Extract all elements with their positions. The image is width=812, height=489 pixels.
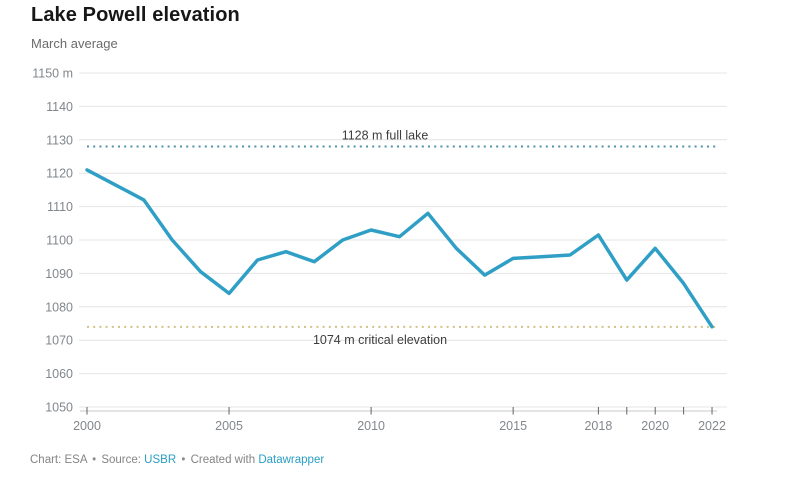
- chart-header: Lake Powell elevation March average: [31, 4, 240, 51]
- y-axis-label: 1120: [46, 167, 73, 181]
- x-axis-label: 2022: [698, 419, 726, 433]
- footer-created-label: Created with: [190, 454, 256, 466]
- y-axis-label: 1150 m: [32, 67, 73, 81]
- footer-separator: •: [92, 454, 97, 466]
- y-axis-label: 1140: [46, 100, 73, 114]
- elevation-line: [85, 168, 714, 329]
- y-axis-label: 1130: [46, 133, 73, 147]
- footer-separator: •: [181, 454, 186, 466]
- y-axis-label: 1080: [45, 300, 73, 314]
- footer-source-label: Source:: [101, 454, 141, 466]
- y-axis-label: 1110: [47, 200, 73, 214]
- y-axis-label: 1060: [45, 367, 73, 381]
- y-axis-label: 1100: [46, 234, 73, 248]
- x-axis-label: 2015: [499, 419, 527, 433]
- y-axis-label: 1050: [45, 401, 73, 415]
- chart-title: Lake Powell elevation: [31, 4, 240, 26]
- y-axis-label: 1070: [45, 334, 73, 348]
- x-axis-label: 2020: [641, 419, 669, 433]
- footer-source-link[interactable]: USBR: [144, 454, 177, 466]
- footer: Chart: ESA • Source: USBR • Created with…: [30, 454, 324, 466]
- x-axis-label: 2005: [215, 419, 243, 433]
- annotation-label: 1074 m critical elevation: [313, 333, 447, 347]
- footer-chart-credit: Chart: ESA: [30, 454, 87, 466]
- y-axis-label: 1090: [45, 267, 73, 281]
- annotation-label: 1128 m full lake: [342, 128, 429, 142]
- x-axis-label: 2010: [357, 419, 385, 433]
- x-axis-label: 2000: [73, 419, 101, 433]
- footer-datawrapper-link[interactable]: Datawrapper: [258, 454, 325, 466]
- chart-subtitle: March average: [31, 36, 118, 51]
- x-axis-label: 2018: [584, 419, 612, 433]
